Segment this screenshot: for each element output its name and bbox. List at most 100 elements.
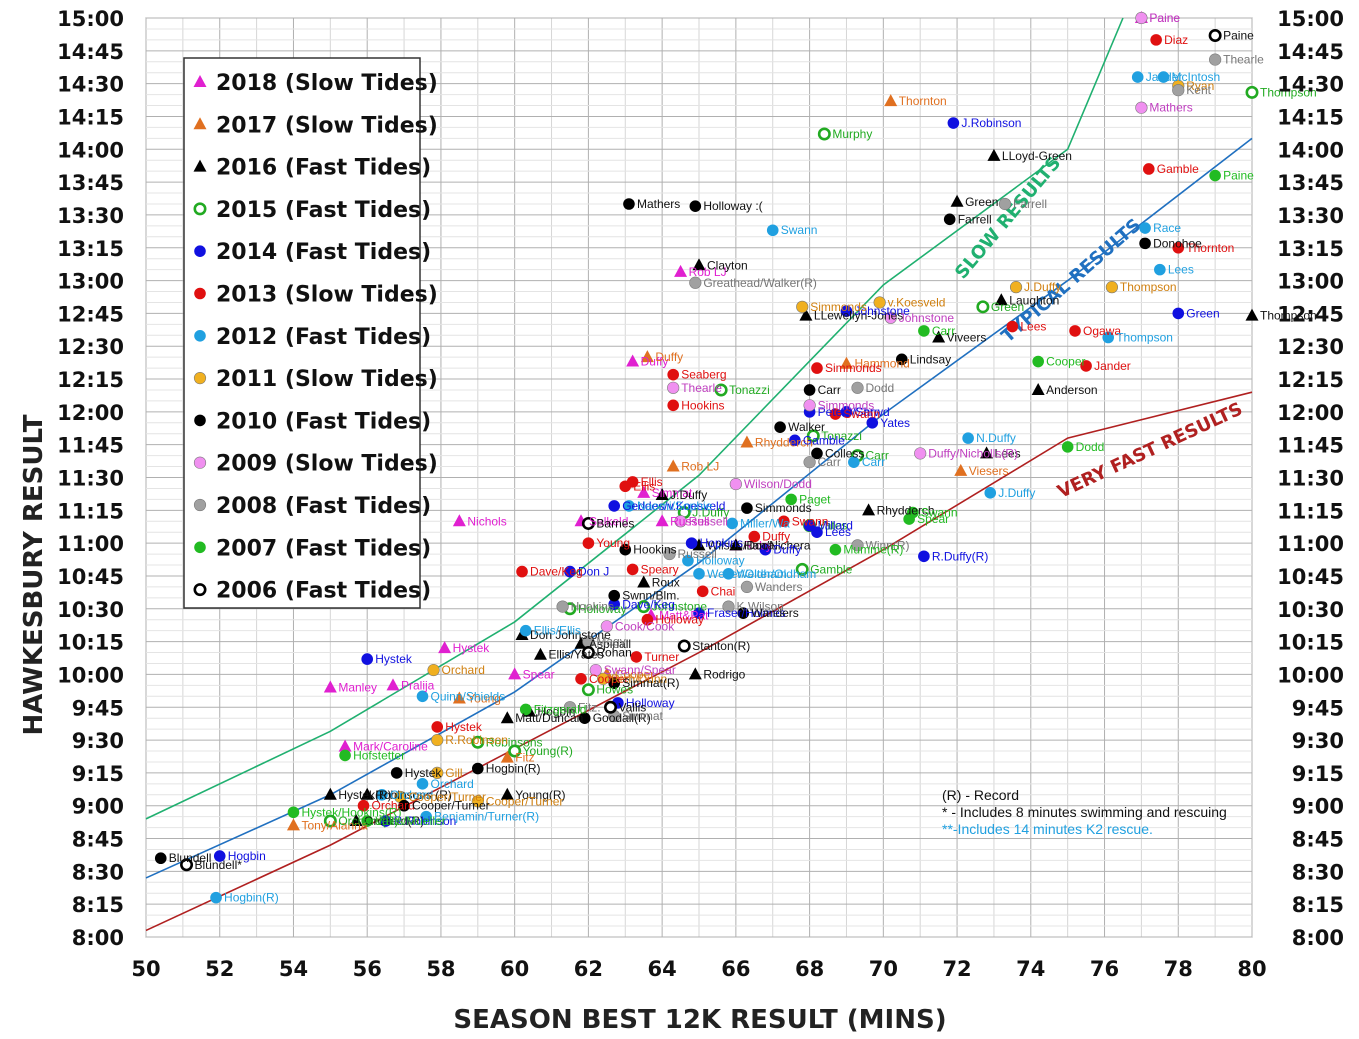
y-tick-label: 14:45 bbox=[57, 40, 124, 64]
data-point bbox=[519, 703, 532, 716]
data-point bbox=[774, 421, 786, 433]
point-label: Green bbox=[991, 300, 1024, 314]
point-label: Diaz bbox=[1164, 33, 1188, 47]
point-label: R.Robinson bbox=[394, 814, 457, 828]
data-point bbox=[998, 197, 1012, 211]
point-label: Hammond bbox=[854, 357, 909, 371]
point-label: Lees bbox=[1168, 263, 1194, 277]
data-point bbox=[674, 515, 687, 528]
note-line: **-Includes 14 minutes K2 rescue. bbox=[942, 821, 1153, 837]
point-label: R.Duffy(R) bbox=[932, 549, 988, 563]
point-label: Orchard bbox=[372, 799, 415, 813]
data-point bbox=[1069, 325, 1081, 337]
data-point bbox=[693, 607, 705, 619]
y-tick-label-right: 15:00 bbox=[1277, 7, 1344, 31]
point-label: Young(R) bbox=[523, 744, 573, 758]
data-point bbox=[1032, 355, 1044, 368]
point-label: Lees bbox=[995, 446, 1021, 460]
point-label: Carr bbox=[818, 455, 841, 469]
point-label: Kent bbox=[1186, 83, 1211, 97]
point-label: Swann bbox=[781, 223, 818, 237]
point-label: Hystek bbox=[445, 720, 483, 734]
point-label: Orchard bbox=[390, 788, 433, 802]
data-point bbox=[796, 300, 809, 313]
y-tick-label: 11:00 bbox=[57, 532, 124, 556]
data-point bbox=[637, 575, 651, 588]
point-label: Cooper bbox=[589, 672, 628, 686]
data-point bbox=[1031, 382, 1045, 395]
point-label: Simmat bbox=[652, 486, 693, 500]
y-tick-label-right: 10:30 bbox=[1277, 598, 1344, 622]
y-tick-label-right: 8:30 bbox=[1292, 860, 1344, 884]
y-tick-label-right: 14:30 bbox=[1277, 73, 1344, 97]
data-point bbox=[685, 537, 698, 549]
point-label: Mark/Caroline bbox=[353, 740, 428, 754]
point-label: Welter/Oldham bbox=[707, 567, 787, 581]
point-label: Fitzgerald bbox=[534, 702, 587, 716]
point-label: Pralija bbox=[401, 678, 435, 692]
data-point bbox=[323, 680, 337, 693]
data-point bbox=[452, 514, 466, 527]
x-tick-label: 56 bbox=[353, 957, 382, 981]
point-label: Yates bbox=[880, 416, 910, 430]
point-label: Orchard(R) bbox=[364, 814, 424, 828]
data-point bbox=[180, 858, 194, 872]
y-tick-label-right: 11:30 bbox=[1277, 467, 1344, 491]
data-point bbox=[918, 325, 930, 337]
point-label: Mathers bbox=[1149, 101, 1192, 115]
point-label: J.Duffy bbox=[1024, 280, 1061, 294]
y-tick-label-right: 13:30 bbox=[1277, 204, 1344, 228]
legend: 2018 (Slow Tides) 2017 (Slow Tides) 2016 (… bbox=[183, 57, 438, 609]
y-tick-label: 13:00 bbox=[57, 270, 124, 294]
data-point bbox=[689, 276, 702, 289]
point-label: Benjamin/Turner(R) bbox=[434, 810, 539, 824]
data-point bbox=[608, 500, 621, 512]
point-label: Carr bbox=[866, 449, 889, 463]
data-point bbox=[848, 456, 860, 468]
point-label: Swann bbox=[921, 506, 958, 520]
data-point bbox=[575, 673, 587, 685]
point-label: Tonazzi bbox=[729, 383, 770, 397]
data-point bbox=[803, 456, 816, 469]
point-label: Manley bbox=[338, 681, 377, 695]
point-label: Cooper/Turner bbox=[486, 794, 564, 808]
data-point bbox=[667, 399, 679, 412]
point-label: Hopkins bbox=[700, 536, 743, 550]
point-label: Naomi/Sophie bbox=[637, 499, 713, 513]
point-label: Orchard bbox=[442, 663, 485, 677]
point-label: Carr bbox=[932, 324, 955, 338]
point-label: Millard bbox=[818, 519, 853, 533]
point-label: Cooper/Turner bbox=[412, 799, 490, 813]
point-label: Gill bbox=[445, 766, 462, 780]
data-point bbox=[438, 641, 452, 654]
x-tick-label: 52 bbox=[205, 957, 234, 981]
y-tick-label-right: 8:00 bbox=[1292, 926, 1344, 950]
legend-marker bbox=[193, 75, 207, 87]
data-point bbox=[287, 806, 300, 819]
point-label: Simmonds bbox=[825, 361, 882, 375]
point-label: Cooper bbox=[615, 667, 654, 681]
point-label: Ogawa bbox=[1083, 324, 1121, 338]
data-point bbox=[431, 733, 444, 747]
data-point bbox=[729, 477, 742, 491]
point-label: Wilson/Dodd bbox=[744, 477, 812, 491]
legend-label: 2017 (Slow Tides) bbox=[216, 113, 438, 138]
y-tick-label: 15:00 bbox=[57, 7, 124, 31]
point-label: Duffy bbox=[641, 355, 669, 369]
legend-label: 2014 (Fast Tides) bbox=[216, 240, 431, 265]
y-tick-label-right: 13:15 bbox=[1277, 237, 1344, 261]
point-label: Vallis/Mueller bbox=[375, 814, 445, 828]
y-tick-label-right: 9:00 bbox=[1292, 795, 1344, 819]
y-tick-label-right: 9:15 bbox=[1292, 762, 1344, 786]
point-label: Rhydderch bbox=[877, 503, 935, 517]
point-label: Spear bbox=[917, 512, 949, 526]
data-point bbox=[637, 600, 651, 614]
data-point bbox=[623, 198, 635, 210]
data-point bbox=[682, 554, 694, 567]
x-tick-label: 64 bbox=[648, 957, 677, 981]
data-point bbox=[581, 646, 595, 660]
data-point bbox=[500, 711, 514, 724]
data-point bbox=[903, 513, 915, 525]
data-point bbox=[663, 547, 676, 561]
data-point bbox=[600, 620, 613, 633]
